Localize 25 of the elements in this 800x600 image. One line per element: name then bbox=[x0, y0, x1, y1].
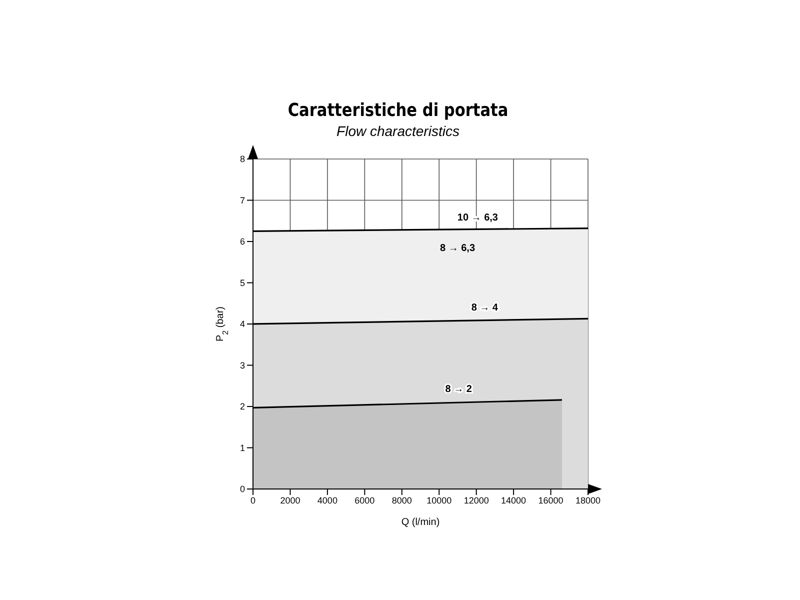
x-tick-label: 4000 bbox=[317, 495, 338, 506]
y-tick-label: 2 bbox=[240, 402, 245, 412]
y-tick-label: 7 bbox=[240, 195, 245, 206]
y-tick-label: 6 bbox=[240, 236, 245, 247]
annotation: 8 → 6,3 bbox=[438, 243, 478, 254]
x-axis-title: Q (l/min) bbox=[401, 517, 440, 528]
series-label: 8 → 4 bbox=[471, 302, 498, 314]
y-tick-label: 0 bbox=[240, 484, 245, 494]
y-tick-label: 5 bbox=[240, 278, 245, 288]
x-tick-label: 8000 bbox=[392, 495, 412, 506]
y-tick-label: 1 bbox=[240, 442, 245, 453]
x-tick-label: 16000 bbox=[538, 495, 564, 506]
chart-subtitle: Flow characteristics bbox=[336, 123, 460, 139]
x-tick-label: 12000 bbox=[464, 495, 489, 506]
x-tick-label: 0 bbox=[250, 495, 256, 506]
chart-title: Caratteristiche di portata bbox=[286, 100, 510, 121]
x-tick-label: 14000 bbox=[501, 495, 526, 506]
y-tick-label: 4 bbox=[240, 319, 245, 330]
x-tick-label: 18000 bbox=[575, 495, 601, 506]
y-tick-label: 3 bbox=[240, 360, 245, 370]
x-tick-label: 2000 bbox=[280, 495, 300, 506]
y-tick-label: 8 bbox=[240, 154, 245, 164]
x-tick-label: 6000 bbox=[354, 495, 375, 506]
series-label: 8 → 2 bbox=[445, 384, 472, 395]
x-tick-label: 10000 bbox=[426, 495, 452, 506]
